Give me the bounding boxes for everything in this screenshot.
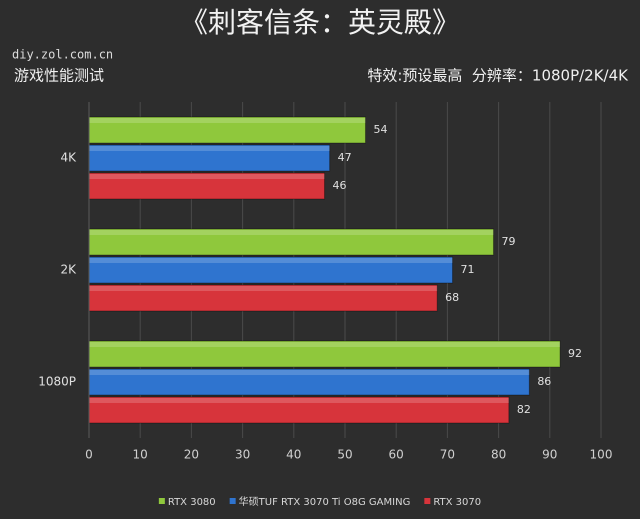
bar xyxy=(88,116,366,144)
watermark: diy.zol.com.cn xyxy=(12,48,113,62)
bar-highlight xyxy=(89,398,509,403)
bar-highlight xyxy=(89,174,325,179)
bar xyxy=(88,368,530,396)
value-label: 86 xyxy=(537,375,551,388)
value-label: 54 xyxy=(373,123,387,136)
bar xyxy=(88,340,561,368)
value-label: 46 xyxy=(333,179,347,192)
legend-label: RTX 3070 xyxy=(433,497,481,508)
bar-highlight xyxy=(89,370,530,375)
y-tick-label: 1080P xyxy=(38,375,76,389)
x-tick-label: 60 xyxy=(389,448,404,462)
value-label: 82 xyxy=(517,403,531,416)
value-label: 79 xyxy=(501,235,515,248)
x-tick-label: 50 xyxy=(337,448,352,462)
bar xyxy=(88,256,454,284)
bar xyxy=(88,396,510,424)
subtitle: 游戏性能测试 xyxy=(14,67,104,85)
chart-title: 《刺客信条：英灵殿》 xyxy=(180,6,460,39)
bar-highlight xyxy=(89,230,494,235)
y-tick-label: 2K xyxy=(60,263,77,277)
value-label: 92 xyxy=(568,347,582,360)
x-tick-label: 90 xyxy=(542,448,557,462)
legend-label: 华硕TUF RTX 3070 Ti O8G GAMING xyxy=(239,495,411,508)
legend-marker xyxy=(158,498,165,504)
value-label: 47 xyxy=(338,151,352,164)
bar-highlight xyxy=(89,146,330,151)
x-tick-label: 100 xyxy=(590,448,613,462)
value-label: 68 xyxy=(445,291,459,304)
y-tick-label: 4K xyxy=(60,151,77,165)
x-tick-label: 0 xyxy=(85,448,93,462)
bar xyxy=(88,172,326,200)
legend-label: RTX 3080 xyxy=(168,497,216,508)
x-tick-label: 20 xyxy=(184,448,199,462)
x-tick-label: 40 xyxy=(286,448,301,462)
x-tick-label: 10 xyxy=(133,448,148,462)
x-tick-label: 70 xyxy=(440,448,455,462)
legend-marker xyxy=(229,498,236,504)
bar-highlight xyxy=(89,286,438,291)
x-tick-label: 30 xyxy=(235,448,250,462)
value-label: 71 xyxy=(461,263,475,276)
legend-marker xyxy=(424,498,431,504)
bar-highlight xyxy=(89,258,453,263)
bar-highlight xyxy=(89,342,561,347)
x-tick-label: 80 xyxy=(491,448,506,462)
settings-note: 特效:预设最高 分辨率：1080P/2K/4K xyxy=(367,67,629,85)
bar-highlight xyxy=(89,118,366,123)
